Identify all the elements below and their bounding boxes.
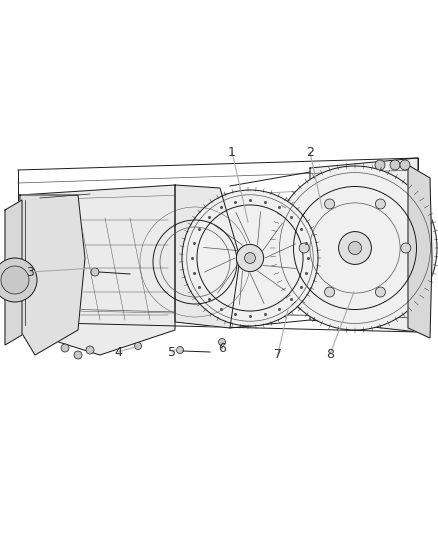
Text: 5: 5: [168, 345, 176, 359]
Polygon shape: [408, 165, 432, 338]
Circle shape: [61, 344, 69, 352]
Circle shape: [325, 199, 335, 209]
Circle shape: [177, 346, 184, 353]
Circle shape: [74, 351, 82, 359]
Text: 3: 3: [26, 265, 34, 279]
Circle shape: [325, 287, 335, 297]
Circle shape: [349, 241, 361, 255]
Circle shape: [182, 190, 318, 326]
Polygon shape: [5, 200, 22, 345]
Circle shape: [1, 266, 29, 294]
Circle shape: [375, 160, 385, 170]
Text: 7: 7: [274, 348, 282, 360]
Polygon shape: [20, 185, 175, 355]
Text: 2: 2: [306, 146, 314, 158]
Circle shape: [390, 160, 400, 170]
Polygon shape: [310, 158, 418, 332]
Circle shape: [400, 160, 410, 170]
Circle shape: [86, 346, 94, 354]
Text: 1: 1: [228, 146, 236, 158]
Circle shape: [339, 232, 371, 264]
Circle shape: [244, 253, 255, 263]
Text: 6: 6: [218, 342, 226, 354]
Circle shape: [237, 245, 264, 272]
Circle shape: [401, 243, 411, 253]
Text: 8: 8: [326, 348, 334, 360]
Circle shape: [375, 287, 385, 297]
Circle shape: [299, 243, 309, 253]
Circle shape: [0, 258, 37, 302]
Polygon shape: [175, 185, 240, 328]
Circle shape: [91, 268, 99, 276]
Circle shape: [219, 338, 226, 345]
Circle shape: [134, 343, 141, 350]
Circle shape: [375, 199, 385, 209]
Text: 4: 4: [114, 345, 122, 359]
Polygon shape: [20, 195, 85, 355]
Circle shape: [273, 166, 437, 330]
